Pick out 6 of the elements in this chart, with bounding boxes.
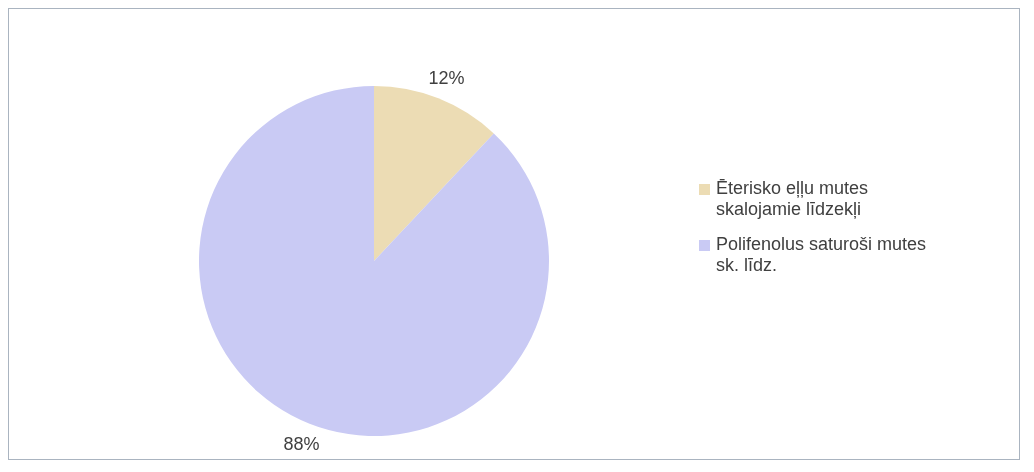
pie-slice <box>374 86 494 261</box>
legend-label: Polifenolus saturoši mutes sk. līdz. <box>716 234 928 276</box>
data-label: 12% <box>428 67 465 88</box>
data-label: 88% <box>283 434 320 455</box>
legend-label: Ēterisko eļļu mutes skalojamie līdzekļi <box>716 178 870 220</box>
pie-slice <box>199 86 549 436</box>
